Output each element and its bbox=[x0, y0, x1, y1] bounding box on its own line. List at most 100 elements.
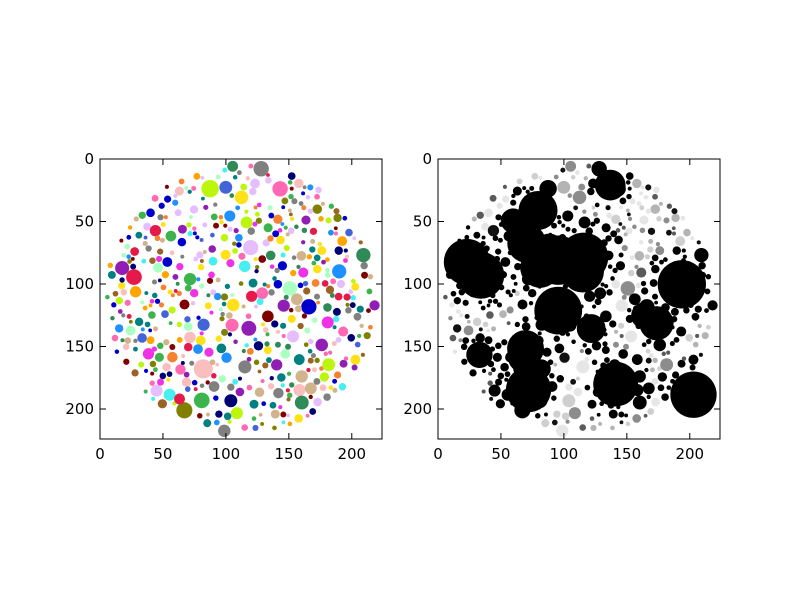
right-dot bbox=[658, 201, 663, 206]
left-dot bbox=[258, 255, 267, 263]
left-dot bbox=[291, 255, 297, 260]
left-dot bbox=[248, 278, 258, 288]
right-dot bbox=[513, 281, 518, 286]
left-dot bbox=[230, 407, 243, 420]
right-dot bbox=[591, 205, 596, 210]
left-dot bbox=[125, 325, 136, 336]
right-dot bbox=[496, 202, 503, 209]
left-ytick-label: 150 bbox=[65, 338, 94, 356]
left-dot bbox=[178, 178, 185, 185]
left-dot bbox=[133, 346, 138, 352]
left-dot bbox=[146, 336, 155, 345]
left-dot bbox=[245, 313, 252, 320]
left-dot bbox=[174, 209, 182, 217]
left-dot bbox=[215, 362, 220, 367]
left-dot bbox=[269, 375, 274, 381]
right-axes-frame bbox=[437, 158, 721, 440]
left-dot bbox=[316, 300, 320, 305]
right-dark-region bbox=[593, 361, 639, 407]
right-dot bbox=[618, 322, 625, 329]
left-dot bbox=[184, 386, 191, 392]
right-dot bbox=[649, 260, 655, 266]
right-dark-region bbox=[670, 371, 717, 418]
right-ytick-label: 200 bbox=[403, 400, 432, 418]
left-dot bbox=[360, 352, 365, 357]
right-dot bbox=[478, 327, 483, 332]
left-dot bbox=[352, 236, 357, 241]
left-dot bbox=[334, 292, 343, 301]
right-xtick-label: 0 bbox=[433, 445, 443, 463]
right-dot bbox=[671, 213, 680, 223]
left-dot bbox=[154, 235, 161, 242]
right-dot bbox=[670, 307, 679, 316]
left-dot bbox=[199, 238, 204, 242]
left-dot bbox=[350, 278, 356, 284]
right-dot bbox=[649, 279, 658, 287]
left-dot bbox=[238, 252, 246, 260]
left-dot bbox=[301, 215, 311, 225]
left-ytick-label: 0 bbox=[84, 150, 94, 168]
left-dot bbox=[122, 343, 130, 351]
right-dot bbox=[573, 205, 579, 211]
right-dot bbox=[471, 338, 476, 344]
left-dot bbox=[193, 172, 201, 180]
right-dot bbox=[626, 193, 632, 200]
left-dot bbox=[315, 186, 322, 194]
right-dot bbox=[671, 231, 677, 236]
right-dot bbox=[495, 378, 503, 386]
left-dot bbox=[196, 277, 201, 282]
left-dot bbox=[359, 323, 364, 328]
left-dot bbox=[223, 223, 228, 228]
right-dot bbox=[497, 237, 503, 243]
left-dot bbox=[255, 217, 262, 224]
left-dot bbox=[126, 234, 132, 240]
left-dot bbox=[133, 338, 138, 344]
left-dot bbox=[138, 211, 146, 219]
left-dot bbox=[308, 338, 314, 345]
left-dot bbox=[158, 302, 165, 308]
left-dot bbox=[241, 348, 246, 354]
right-dot bbox=[461, 358, 468, 365]
right-dot bbox=[690, 236, 695, 241]
right-ticks: 0 50 100 150 200 0 50 100 150 200 bbox=[403, 150, 720, 463]
left-dot bbox=[227, 419, 232, 424]
left-dot bbox=[312, 317, 318, 323]
left-dot bbox=[294, 395, 309, 410]
left-dot bbox=[177, 224, 187, 234]
left-dot bbox=[227, 160, 239, 172]
left-dot bbox=[290, 293, 303, 306]
left-dot bbox=[257, 369, 262, 374]
left-dot bbox=[172, 401, 177, 406]
left-dot bbox=[287, 180, 293, 185]
left-dot bbox=[227, 298, 240, 312]
left-dot bbox=[314, 357, 320, 364]
left-dot bbox=[267, 383, 275, 390]
left-dot bbox=[298, 201, 304, 206]
left-dot bbox=[160, 222, 166, 227]
left-dot bbox=[183, 371, 190, 378]
left-dot bbox=[233, 339, 238, 344]
right-dark-region bbox=[508, 341, 540, 374]
left-dot bbox=[210, 213, 218, 221]
left-dot bbox=[230, 293, 235, 297]
right-dot bbox=[625, 227, 633, 235]
left-dot bbox=[325, 257, 330, 262]
left-dot bbox=[208, 256, 218, 266]
left-dot bbox=[301, 191, 306, 196]
left-dot bbox=[293, 384, 306, 397]
left-dot bbox=[343, 356, 349, 361]
left-dot bbox=[201, 196, 205, 201]
left-dot bbox=[117, 309, 123, 314]
right-dot bbox=[650, 204, 661, 214]
left-dot bbox=[287, 330, 300, 343]
left-dot bbox=[249, 399, 259, 409]
right-dot bbox=[685, 334, 694, 342]
right-dot bbox=[652, 293, 659, 300]
right-dot bbox=[579, 348, 584, 354]
right-dot bbox=[701, 332, 709, 340]
left-dot bbox=[350, 295, 356, 301]
left-dot bbox=[286, 392, 293, 398]
right-dot bbox=[488, 371, 493, 376]
right-dot bbox=[522, 186, 527, 191]
right-dot bbox=[644, 367, 649, 373]
